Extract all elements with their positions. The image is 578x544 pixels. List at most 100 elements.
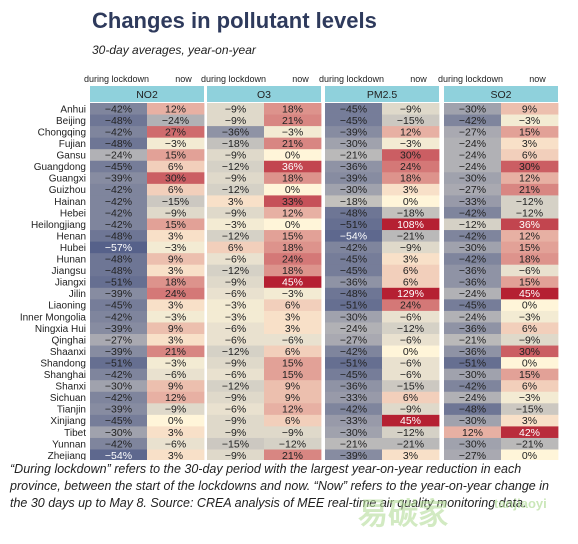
heatmap-cell: [264, 126, 322, 139]
heatmap-cell: [501, 368, 559, 381]
heatmap-cell: [90, 391, 148, 404]
cell-value: −6%: [225, 369, 246, 381]
heatmap-cell: [90, 357, 148, 370]
heatmap-cell: [501, 183, 559, 196]
heatmap-cell: [444, 126, 502, 139]
province-label: Hunan: [57, 255, 86, 266]
heatmap-cell: [207, 160, 265, 173]
cell-value: −51%: [459, 357, 486, 369]
cell-value: 3%: [168, 300, 183, 312]
cell-value: 6%: [168, 161, 183, 173]
cell-value: −6%: [225, 323, 246, 335]
heatmap-cell: [325, 206, 383, 219]
cell-value: −6%: [225, 254, 246, 266]
heatmap-cell: [147, 241, 205, 254]
heatmap-cell: [444, 276, 502, 289]
heatmap-cell: [147, 287, 205, 300]
cell-value: −42%: [340, 346, 367, 358]
heatmap-cell: [501, 114, 559, 127]
heatmap-cell: [444, 195, 502, 208]
province-label: Xinjiang: [50, 416, 86, 427]
heatmap-cell: [207, 426, 265, 439]
cell-value: 30%: [519, 161, 540, 173]
heatmap-cell: [90, 114, 148, 127]
cell-value: −15%: [397, 115, 424, 127]
heatmap-cell: [147, 195, 205, 208]
heatmap-cell: [90, 264, 148, 277]
heatmap-cell: [147, 160, 205, 173]
heatmap-cell: [382, 368, 440, 381]
heatmap-cell: [325, 357, 383, 370]
cell-value: 108%: [397, 219, 424, 231]
cell-value: −30%: [340, 427, 367, 439]
heatmap-cell: [444, 218, 502, 231]
cell-value: −3%: [165, 357, 186, 369]
province-label: Jiangsu: [52, 266, 86, 277]
heatmap-cell: [264, 322, 322, 335]
cell-value: 21%: [519, 184, 540, 196]
heatmap-cell: [147, 345, 205, 358]
heatmap-cell: [207, 299, 265, 312]
heatmap-cell: [264, 299, 322, 312]
heatmap-cell: [382, 403, 440, 416]
heatmap-cell: [382, 172, 440, 185]
pollutant-header-so2: SO2: [490, 89, 511, 101]
cell-value: 9%: [168, 254, 183, 266]
cell-value: −12%: [222, 381, 249, 393]
heatmap-cell: [382, 310, 440, 323]
cell-value: −54%: [105, 450, 132, 460]
heatmap-cell: [325, 414, 383, 427]
heatmap-cell: [90, 403, 148, 416]
heatmap-cell: [147, 172, 205, 185]
cell-value: −42%: [105, 392, 132, 404]
cell-value: −39%: [105, 323, 132, 335]
heatmap-cell: [264, 426, 322, 439]
cell-value: −24%: [459, 311, 486, 323]
cell-value: −42%: [105, 207, 132, 219]
cell-value: −6%: [400, 334, 421, 346]
heatmap-cell: [264, 195, 322, 208]
pollutant-header-bar: [444, 86, 558, 102]
cell-value: −6%: [519, 265, 540, 277]
cell-value: −9%: [225, 207, 246, 219]
cell-value: 36%: [519, 219, 540, 231]
heatmap-cell: [207, 149, 265, 162]
cell-value: −42%: [459, 115, 486, 127]
province-label: Jiangxi: [55, 278, 86, 289]
cell-value: −3%: [282, 126, 303, 138]
cell-value: −51%: [340, 357, 367, 369]
heatmap-cell: [207, 172, 265, 185]
heatmap-cell: [382, 149, 440, 162]
heatmap-cell: [264, 414, 322, 427]
cell-value: 24%: [400, 300, 421, 312]
cell-value: 9%: [168, 381, 183, 393]
heatmap-cell: [90, 241, 148, 254]
heatmap-cell: [325, 126, 383, 139]
cell-value: 3%: [168, 334, 183, 346]
cell-value: −15%: [162, 196, 189, 208]
heatmap-cell: [207, 183, 265, 196]
cell-value: 12%: [519, 173, 540, 185]
heatmap-cell: [501, 172, 559, 185]
heatmap-cell: [207, 322, 265, 335]
heatmap-cell: [501, 241, 559, 254]
cell-value: 0%: [168, 415, 183, 427]
cell-value: −39%: [105, 288, 132, 300]
heatmap-cell: [264, 241, 322, 254]
cell-value: −42%: [105, 311, 132, 323]
heatmap-cell: [444, 414, 502, 427]
province-label: Zhejiang: [48, 451, 86, 460]
cell-value: −30%: [459, 242, 486, 254]
cell-value: 45%: [282, 277, 303, 289]
heatmap-cell: [382, 391, 440, 404]
heatmap-cell: [147, 299, 205, 312]
heatmap-cell: [264, 287, 322, 300]
heatmap-cell: [207, 345, 265, 358]
cell-value: −30%: [340, 138, 367, 150]
cell-value: −9%: [225, 173, 246, 185]
cell-value: −30%: [459, 103, 486, 115]
heatmap-cell: [264, 437, 322, 450]
heatmap-cell: [382, 103, 440, 115]
heatmap-cell: [325, 334, 383, 346]
heatmap-cell: [147, 357, 205, 370]
